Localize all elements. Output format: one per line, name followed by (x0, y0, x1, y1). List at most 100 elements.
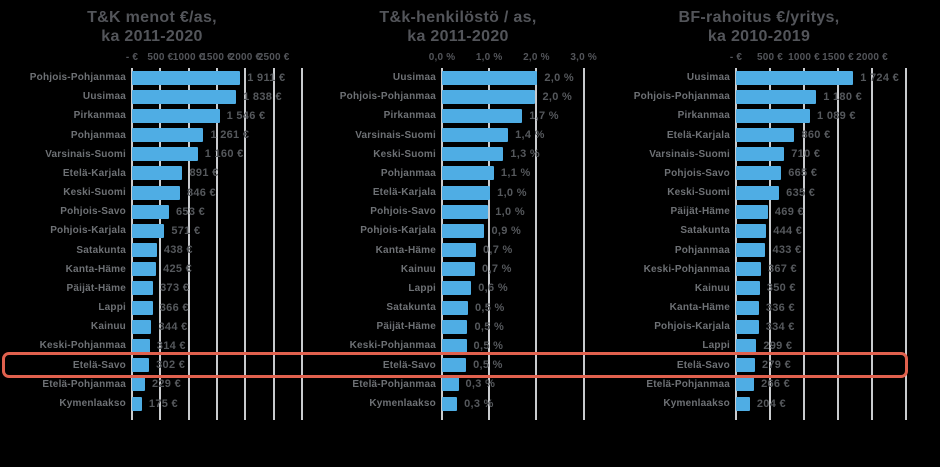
value-label: 710 € (791, 148, 821, 161)
bar-row: 1 911 € (132, 68, 302, 87)
category-label: Pirkanmaa (73, 110, 126, 122)
bar (132, 377, 145, 392)
x-axis-tick-label: 1000 € (788, 52, 820, 63)
category-label: Etelä-Savo (382, 359, 436, 371)
bar (736, 185, 780, 200)
bar (132, 358, 150, 373)
bar-row: 665 € (736, 164, 906, 183)
category-label: Pohjanmaa (674, 244, 730, 256)
value-label: 665 € (788, 167, 818, 180)
category-label: Kymenlaakso (663, 398, 730, 409)
bar (442, 262, 476, 277)
bar-row: 1,0 % (442, 202, 586, 221)
bar (442, 377, 459, 392)
value-label: 0,9 % (491, 224, 522, 237)
value-label: 0,3 % (464, 397, 494, 410)
value-label: 438 € (163, 244, 193, 257)
category-label: Varsinais-Suomi (355, 129, 436, 141)
bar-row: 425 € (132, 260, 302, 279)
x-axis-tick-label: 500 € (756, 52, 784, 63)
gridline (582, 68, 585, 420)
value-label: 1 546 € (226, 109, 266, 122)
value-label: 350 € (766, 282, 796, 295)
bar (736, 358, 755, 373)
value-label: 1 089 € (817, 109, 856, 122)
gridline (803, 68, 805, 420)
plot-area: 2,0 % 2,0 % 1,7 % 1,4 % 1,3 % 1,1 % 1,0 % 1,0 %… (441, 68, 586, 420)
bar-row: 438 € (132, 241, 302, 260)
bar-row: 653 € (132, 202, 302, 221)
value-label: 1,3 % (510, 148, 541, 161)
value-label: 1,0 % (495, 205, 525, 218)
bar-row: 1 089 € (736, 106, 906, 125)
gridline (488, 68, 491, 420)
category-label: Etelä-Pohjanmaa (42, 378, 126, 390)
bar-row: 0,7 % (442, 241, 586, 260)
category-label: Kainuu (90, 321, 126, 333)
bar (442, 281, 472, 296)
gridline (837, 68, 839, 420)
x-axis-ticks: 0,0 % 1,0 % 2,0 % 3,0 % (429, 52, 597, 68)
category-label: Keski-Pohjanmaa (643, 263, 730, 275)
bar (442, 223, 485, 238)
bar (736, 147, 785, 162)
category-labels: Pohjois-Pohjanmaa Uusimaa Pirkanmaa Pohjanm… (2, 68, 132, 413)
value-label: 860 € (801, 129, 831, 142)
bar-row: 1,7 % (442, 106, 586, 125)
gridline (272, 68, 275, 420)
category-label: Lappi (408, 282, 436, 294)
bar-row: 571 € (132, 221, 302, 240)
bar-row: 279 € (736, 356, 906, 375)
value-label: 1 911 € (247, 71, 286, 84)
bar-row: 891 € (132, 164, 302, 183)
category-label: Pohjois-Pohjanmaa (29, 72, 126, 84)
category-label: Pohjanmaa (70, 129, 126, 141)
bar (442, 70, 538, 85)
bar (736, 89, 817, 104)
bar (442, 204, 489, 219)
bar-row: 1 546 € (132, 106, 302, 125)
category-label: Pirkanmaa (383, 110, 436, 122)
bar-row: 344 € (132, 317, 302, 336)
value-label: 635 € (786, 186, 816, 199)
bar (132, 70, 241, 85)
bar-row: 1 180 € (736, 87, 906, 106)
gridline (535, 68, 538, 420)
plot-area: 1 724 € 1 180 € 1 089 € 860 € 710 € 665 € 635 … (735, 68, 907, 420)
bar-row: 1 261 € (132, 126, 302, 145)
bar-row: 373 € (132, 279, 302, 298)
bar (736, 128, 795, 143)
value-label: 299 € (763, 339, 793, 352)
bar-row: 2,0 % (442, 68, 586, 87)
bar (132, 281, 154, 296)
category-label: Keski-Suomi (667, 187, 730, 199)
bar (132, 223, 165, 238)
category-label: Pohjois-Pohjanmaa (339, 91, 436, 103)
category-label: Pohjois-Savo (664, 167, 730, 179)
bar-row: 302 € (132, 356, 302, 375)
bar-row: 366 € (132, 298, 302, 317)
value-label: 1 838 € (243, 90, 282, 103)
bar (442, 89, 536, 104)
bar-row: 433 € (736, 241, 906, 260)
value-label: 0,5 % (473, 359, 503, 372)
bar (736, 223, 767, 238)
bar-row: 266 € (736, 375, 906, 394)
gridline (244, 68, 247, 420)
gridline (159, 68, 162, 420)
bar-row: 710 € (736, 145, 906, 164)
chart-title: T&K menot €/as, ka 2011-2020 (2, 8, 302, 52)
category-label: Etelä-Savo (72, 359, 126, 371)
category-label: Pohjois-Savo (370, 206, 436, 218)
chart-body: Uusimaa Pohjois-Pohjanmaa Pirkanmaa Etelä-K… (612, 68, 907, 420)
bar (736, 300, 759, 315)
category-label: Pohjois-Karjala (50, 225, 126, 237)
gridline (216, 68, 218, 420)
category-label: Keski-Suomi (373, 148, 436, 160)
category-label: Lappi (702, 340, 730, 352)
value-label: 1 160 € (204, 148, 244, 161)
x-axis-tick-label: 2,0 % (523, 52, 550, 63)
value-label: 229 € (151, 378, 181, 391)
bar (442, 147, 504, 162)
